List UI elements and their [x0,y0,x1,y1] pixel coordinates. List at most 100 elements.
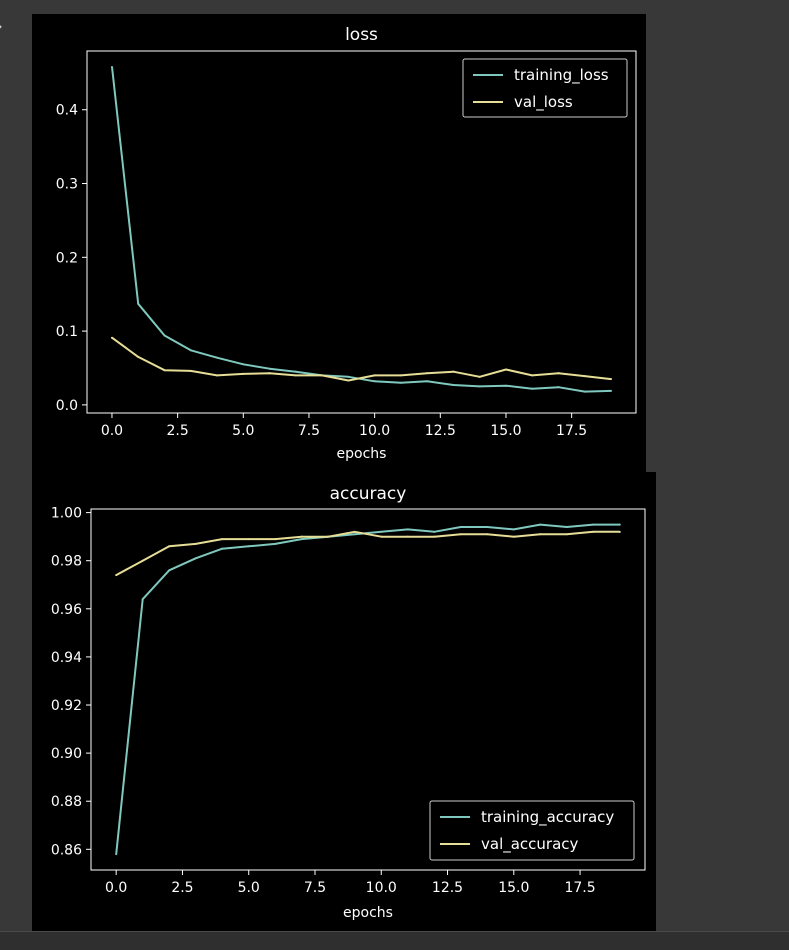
loss-x-tick-label: 15.0 [490,423,521,439]
loss-x-tick-label: 17.5 [556,423,587,439]
acc-x-tick-label: 0.0 [105,880,127,896]
acc-data-point-training_accuracy [194,557,197,560]
acc-y-tick-label: 0.98 [51,554,82,570]
acc-series-line-training_accuracy [115,523,620,855]
acc-data-point-training_accuracy [459,526,462,529]
loss-y-tick-label: 0.3 [56,177,78,193]
loss-data-point-val_loss [110,336,113,339]
acc-data-point-val_accuracy [141,559,144,562]
acc-y-tick-label: 0.90 [51,746,82,762]
acc-data-point-training_accuracy [539,523,542,526]
accuracy-chart: accuracy 0.0 2.5 5.0 7.5 10.0 12.5 15.0 17.5 0.86… [51,484,646,921]
loss-chart: loss 0.0 2.5 5.0 7.5 10.0 12.5 15.0 17.5 0.0 0.1 0.… [56,25,637,462]
loss-data-point-val_loss [268,372,271,375]
loss-data-point-training_loss [110,65,113,68]
acc-data-point-training_accuracy [618,523,621,526]
loss-data-point-val_loss [583,375,586,378]
acc-data-point-val_accuracy [406,535,409,538]
acc-legend-label: training_accuracy [481,808,614,827]
acc-data-point-training_accuracy [433,530,436,533]
loss-figure: loss 0.0 2.5 5.0 7.5 10.0 12.5 15.0 17.5 0.0 0.1 0.… [32,14,646,472]
loss-x-tick-label: 0.0 [101,423,123,439]
loss-data-point-training_loss [163,334,166,337]
acc-legend-label: val_accuracy [481,835,579,854]
acc-data-point-val_accuracy [512,535,515,538]
loss-data-point-val_loss [478,375,481,378]
loss-data-point-training_loss [189,349,192,352]
acc-data-point-val_accuracy [565,533,568,536]
loss-data-point-val_loss [163,369,166,372]
loss-series-line-training_loss [111,66,612,393]
loss-data-point-val_loss [321,374,324,377]
acc-data-point-training_accuracy [247,545,250,548]
loss-data-point-training_loss [268,367,271,370]
loss-data-point-training_loss [347,375,350,378]
loss-data-point-training_loss [583,390,586,393]
acc-data-point-training_accuracy [168,569,171,572]
acc-data-point-val_accuracy [168,545,171,548]
acc-data-point-training_accuracy [300,538,303,541]
acc-y-tick-label: 1.00 [51,506,82,522]
loss-x-tick-label: 12.5 [425,423,456,439]
loss-data-point-training_loss [137,302,140,305]
loss-data-point-training_loss [242,363,245,366]
acc-x-tick-label: 7.5 [304,880,326,896]
acc-data-point-training_accuracy [274,542,277,545]
acc-data-point-training_accuracy [353,533,356,536]
acc-data-point-training_accuracy [592,523,595,526]
loss-data-point-training_loss [294,370,297,373]
acc-data-point-val_accuracy [433,535,436,538]
acc-data-point-val_accuracy [618,530,621,533]
loss-data-point-val_loss [557,372,560,375]
acc-data-point-val_accuracy [486,533,489,536]
acc-data-point-val_accuracy [380,535,383,538]
acc-y-tick-label: 0.94 [51,650,82,666]
loss-data-point-training_loss [504,384,507,387]
acc-data-point-training_accuracy [406,528,409,531]
loss-data-point-val_loss [216,374,219,377]
acc-x-tick-label: 2.5 [171,880,193,896]
loss-data-point-training_loss [426,380,429,383]
loss-data-point-training_loss [373,380,376,383]
acc-x-tick-label: 12.5 [432,880,463,896]
loss-y-tick-label: 0.2 [56,250,78,266]
loss-data-point-val_loss [242,372,245,375]
acc-data-point-val_accuracy [300,535,303,538]
loss-data-point-training_loss [531,387,534,390]
loss-legend-label: training_loss [514,66,609,85]
output-marker-icon: › [0,20,3,34]
loss-data-point-val_loss [189,369,192,372]
acc-data-point-training_accuracy [486,526,489,529]
accuracy-figure: accuracy 0.0 2.5 5.0 7.5 10.0 12.5 15.0 17.5 0.86… [32,472,656,931]
loss-series-line-val_loss [111,336,612,382]
loss-data-point-training_loss [610,389,613,392]
acc-x-tick-label: 15.0 [498,880,529,896]
loss-axes-frame [86,50,637,414]
acc-data-point-training_accuracy [565,526,568,529]
loss-legend-label: val_loss [514,93,573,112]
acc-y-tick-label: 0.86 [51,842,82,858]
loss-data-point-val_loss [399,374,402,377]
acc-data-point-val_accuracy [194,542,197,545]
loss-data-point-val_loss [504,368,507,371]
loss-data-point-val_loss [531,374,534,377]
acc-data-point-training_accuracy [221,547,224,550]
acc-legend-box [429,800,635,861]
loss-data-point-val_loss [426,372,429,375]
loss-data-point-training_loss [557,386,560,389]
acc-data-point-training_accuracy [512,528,515,531]
acc-data-point-val_accuracy [247,538,250,541]
acc-data-point-val_accuracy [459,533,462,536]
loss-legend-box [462,58,628,118]
loss-x-tick-label: 7.5 [298,423,320,439]
acc-data-point-val_accuracy [539,533,542,536]
loss-data-point-training_loss [478,385,481,388]
loss-data-point-val_loss [137,355,140,358]
loss-data-point-val_loss [373,374,376,377]
loss-data-point-val_loss [452,370,455,373]
acc-data-point-val_accuracy [353,530,356,533]
loss-chart-title: loss [345,25,378,45]
loss-y-tick-label: 0.4 [56,103,78,119]
loss-data-point-training_loss [399,381,402,384]
loss-x-tick-label: 2.5 [166,423,188,439]
